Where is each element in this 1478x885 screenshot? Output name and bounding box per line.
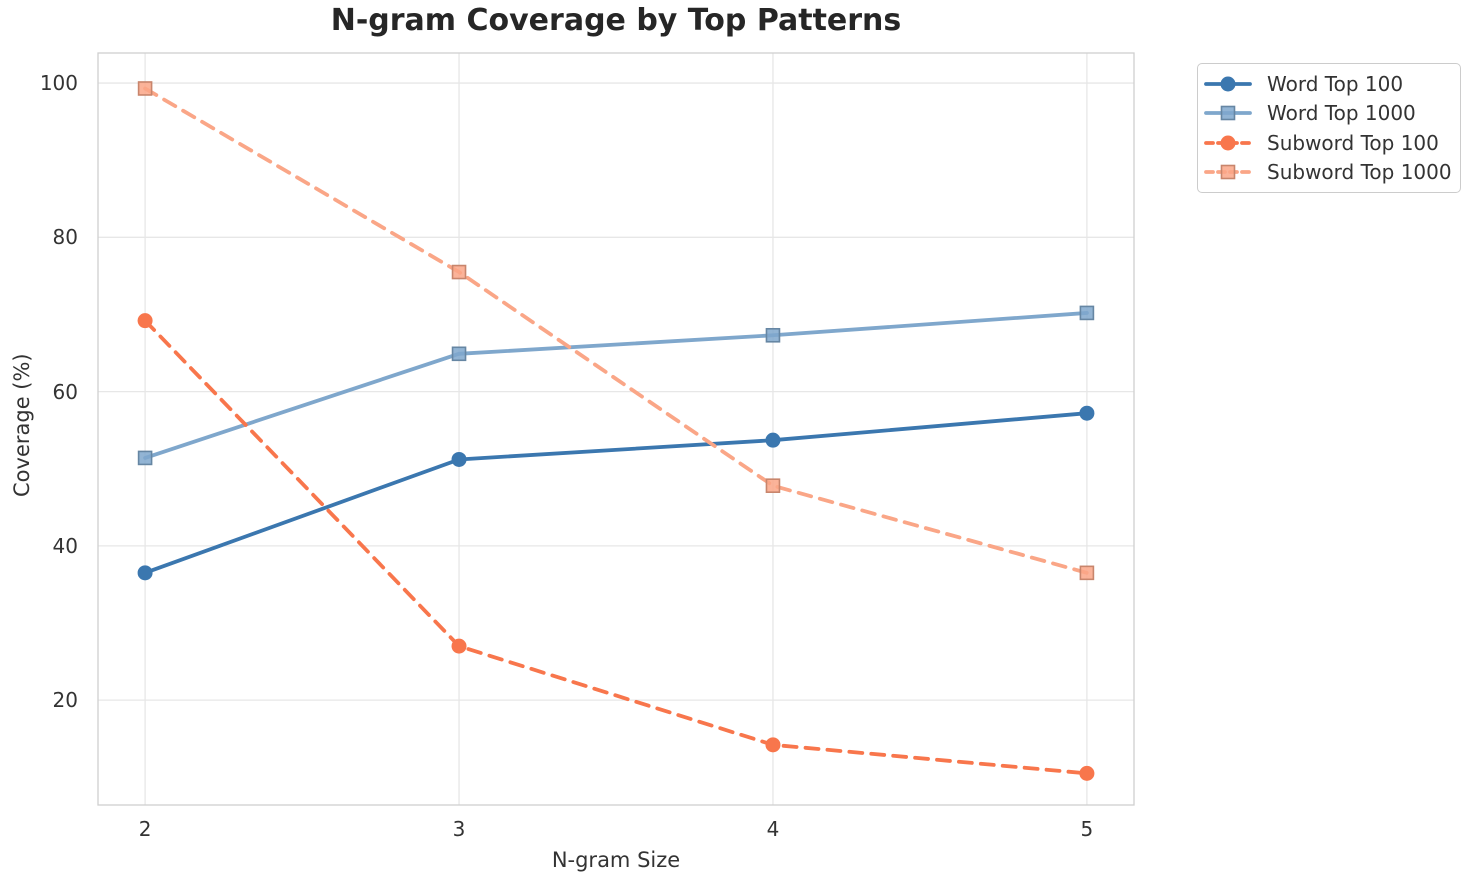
marker-word-top-1000 (137, 450, 153, 466)
legend-swatch-word-top-1000 (1204, 105, 1252, 121)
x-axis-label: N-gram Size (551, 848, 681, 872)
x-tick-label-3: 3 (452, 817, 466, 841)
y-axis-label: Coverage (%) (10, 353, 34, 497)
legend-swatch-art-subword-top-100 (1204, 135, 1252, 151)
legend-item-subword-top-100: Subword Top 100 (1204, 128, 1460, 158)
marker-word-top-100 (765, 432, 781, 448)
legend-item-word-top-100: Word Top 100 (1204, 69, 1460, 99)
marker-subword-top-1000 (451, 264, 467, 280)
marker-word-top-1000 (1079, 305, 1095, 321)
marker-subword-top-1000 (765, 478, 781, 493)
marker-subword-top-100 (765, 737, 781, 753)
y-tick-label-60: 60 (52, 379, 78, 404)
marker-word-top-100 (1079, 405, 1095, 421)
series-line-subword-top-100 (143, 318, 1089, 776)
marker-subword-top-100 (137, 313, 153, 329)
x-tick-label-2: 2 (138, 817, 152, 841)
marker-subword-top-100 (451, 638, 467, 654)
y-tick-label-100: 100 (39, 71, 78, 96)
marker-word-top-100 (137, 565, 153, 581)
legend-item-subword-top-1000: Subword Top 1000 (1204, 158, 1460, 188)
legend-item-word-top-1000: Word Top 1000 (1204, 99, 1460, 129)
legend-label-word-top-100: Word Top 100 (1267, 71, 1404, 96)
marker-word-top-1000 (451, 346, 467, 362)
legend-swatch-art-subword-top-1000 (1204, 164, 1252, 180)
y-tick-label-20: 20 (52, 688, 78, 713)
y-tick-label-40: 40 (52, 533, 78, 558)
plot-border (97, 52, 1135, 806)
legend: Word Top 100 Word Top 1000 Subword Top 1… (1197, 63, 1461, 193)
marker-subword-top-1000 (137, 81, 153, 96)
series-line-word-top-100 (143, 411, 1089, 575)
legend-swatch-subword-top-100 (1204, 135, 1252, 151)
marker-word-top-100 (451, 451, 467, 467)
chart-title: N-gram Coverage by Top Patterns (330, 3, 902, 38)
series-line-word-top-1000 (143, 311, 1089, 460)
x-tick-label-4: 4 (766, 817, 780, 841)
series-line-subword-top-1000 (143, 86, 1089, 575)
legend-swatch-art-word-top-100 (1204, 76, 1252, 92)
legend-swatch-art-word-top-1000 (1204, 105, 1252, 121)
marker-subword-top-1000 (1079, 565, 1095, 581)
legend-label-subword-top-100: Subword Top 100 (1267, 130, 1439, 155)
y-tick-label-80: 80 (52, 225, 78, 250)
x-tick-label-5: 5 (1080, 817, 1094, 841)
legend-label-subword-top-1000: Subword Top 1000 (1267, 160, 1452, 185)
marker-word-top-1000 (765, 327, 781, 343)
legend-label-word-top-1000: Word Top 1000 (1267, 101, 1416, 126)
legend-swatch-word-top-100 (1204, 76, 1252, 92)
marker-subword-top-100 (1079, 765, 1095, 781)
legend-swatch-subword-top-1000 (1204, 164, 1252, 180)
